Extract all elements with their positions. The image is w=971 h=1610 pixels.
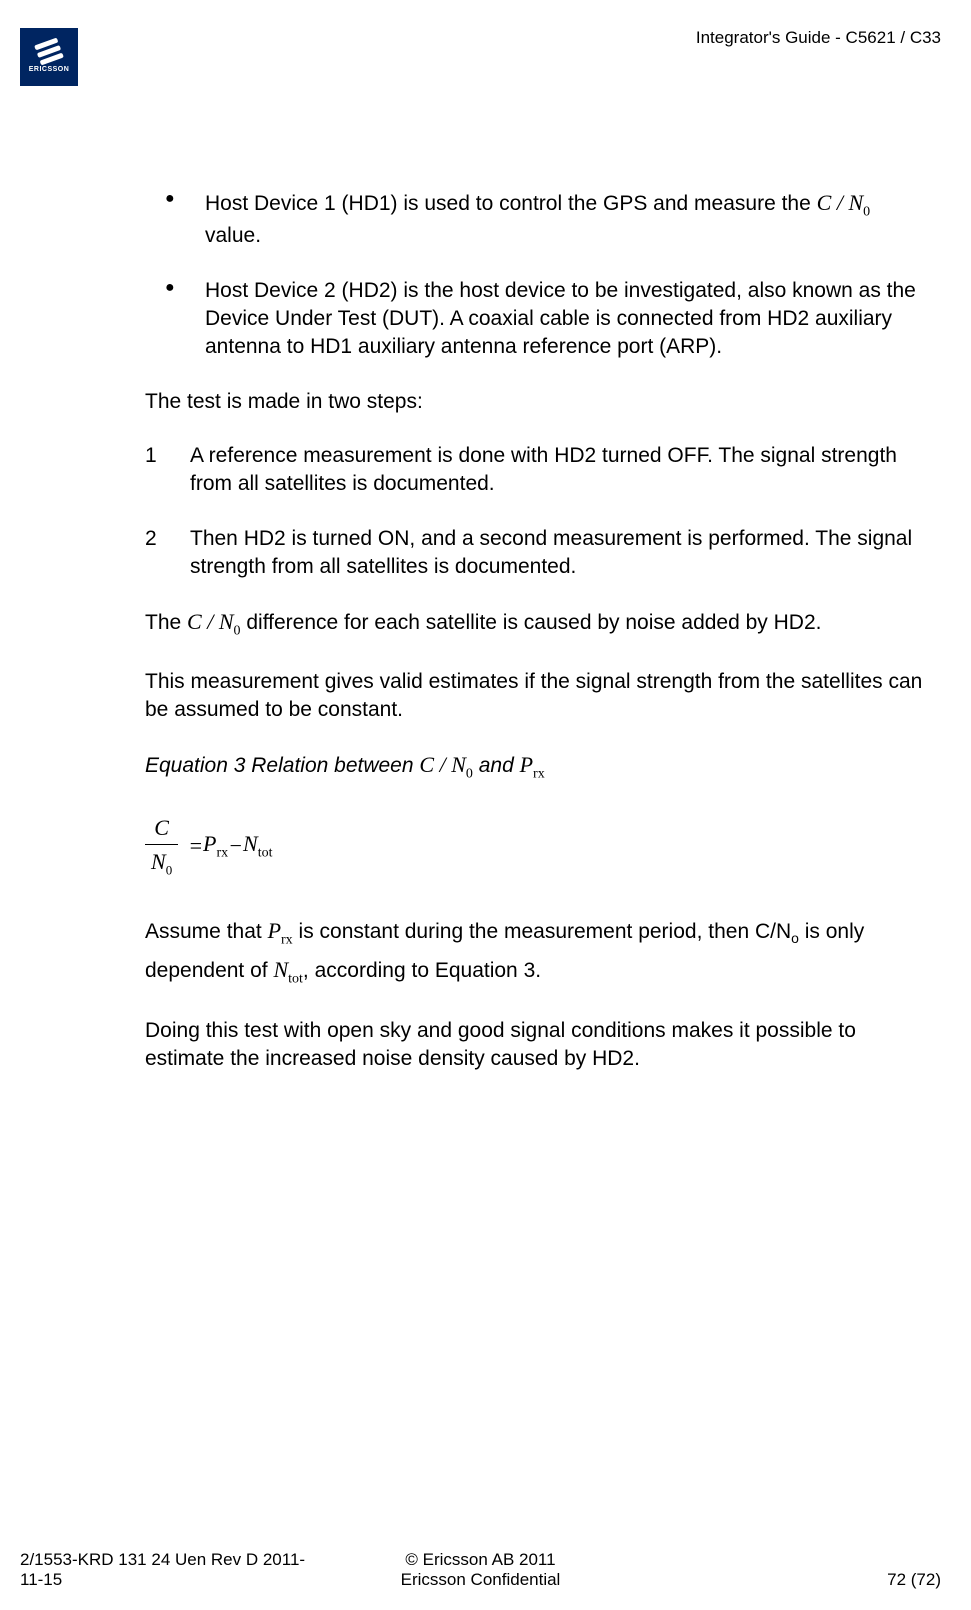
math-ntot: Ntot xyxy=(243,829,272,863)
numbered-marker: 2 xyxy=(145,525,190,582)
bullet-item: ● Host Device 2 (HD2) is the host device… xyxy=(145,277,931,362)
equals-sign: = xyxy=(188,831,203,861)
paragraph: Doing this test with open sky and good s… xyxy=(145,1017,931,1074)
text-fragment: is constant during the measurement perio… xyxy=(293,920,791,943)
math-cn0: C / N0 xyxy=(187,609,241,634)
text-fragment: value. xyxy=(205,224,261,247)
paragraph: The C / N0 difference for each satellite… xyxy=(145,607,931,641)
numbered-marker: 1 xyxy=(145,442,190,499)
minus-sign: − xyxy=(228,831,243,861)
text-fragment: The xyxy=(145,611,187,634)
bullet-text: Host Device 1 (HD1) is used to control t… xyxy=(205,188,931,251)
bullet-item: ● Host Device 1 (HD1) is used to control… xyxy=(145,188,931,251)
paragraph: The test is made in two steps: xyxy=(145,388,931,416)
footer-copyright: © Ericsson AB 2011 Ericsson Confidential xyxy=(327,1550,634,1590)
main-content: ● Host Device 1 (HD1) is used to control… xyxy=(145,188,931,1100)
subscript-o: o xyxy=(791,930,799,946)
ericsson-logo: ERICSSON xyxy=(20,28,78,86)
footer-doc-id: 2/1553-KRD 131 24 Uen Rev D 2011-11-15 xyxy=(20,1550,327,1590)
bullet-marker-icon: ● xyxy=(165,188,175,210)
text-fragment: Host Device 1 (HD1) is used to control t… xyxy=(205,192,817,215)
fraction-denominator: N0 xyxy=(145,845,178,881)
numbered-item: 2 Then HD2 is turned ON, and a second me… xyxy=(145,525,931,582)
paragraph: This measurement gives valid estimates i… xyxy=(145,668,931,725)
math-prx: Prx xyxy=(520,752,545,777)
text-fragment: Equation 3 Relation between xyxy=(145,754,419,777)
fraction-numerator: C xyxy=(148,811,175,845)
math-cn0: C / N0 xyxy=(419,752,473,777)
math-ntot: Ntot xyxy=(273,957,302,982)
footer-page-number: 72 (72) xyxy=(634,1570,941,1590)
header-title: Integrator's Guide - C5621 / C33 xyxy=(696,28,941,48)
equation-3: C N0 = Prx − Ntot xyxy=(145,811,931,882)
paragraph: Assume that Prx is constant during the m… xyxy=(145,913,931,991)
numbered-text: A reference measurement is done with HD2… xyxy=(190,442,931,499)
logo-text: ERICSSON xyxy=(29,66,70,73)
numbered-text: Then HD2 is turned ON, and a second meas… xyxy=(190,525,931,582)
bullet-text: Host Device 2 (HD2) is the host device t… xyxy=(205,277,931,362)
footer-copyright-line2: Ericsson Confidential xyxy=(327,1570,634,1590)
text-fragment: difference for each satellite is caused … xyxy=(241,611,822,634)
math-cn0: C / N0 xyxy=(817,190,871,215)
footer-copyright-line1: © Ericsson AB 2011 xyxy=(327,1550,634,1570)
logo-stripes-icon xyxy=(34,38,64,66)
text-fragment: , according to Equation 3. xyxy=(303,959,541,982)
math-prx: Prx xyxy=(268,918,293,943)
math-prx: Prx xyxy=(203,829,228,863)
text-fragment: and xyxy=(473,754,520,777)
equation-caption: Equation 3 Relation between C / N0 and P… xyxy=(145,750,931,784)
text-fragment: Assume that xyxy=(145,920,268,943)
numbered-item: 1 A reference measurement is done with H… xyxy=(145,442,931,499)
bullet-marker-icon: ● xyxy=(165,277,175,299)
footer: 2/1553-KRD 131 24 Uen Rev D 2011-11-15 ©… xyxy=(20,1550,941,1590)
fraction: C N0 xyxy=(145,811,178,882)
